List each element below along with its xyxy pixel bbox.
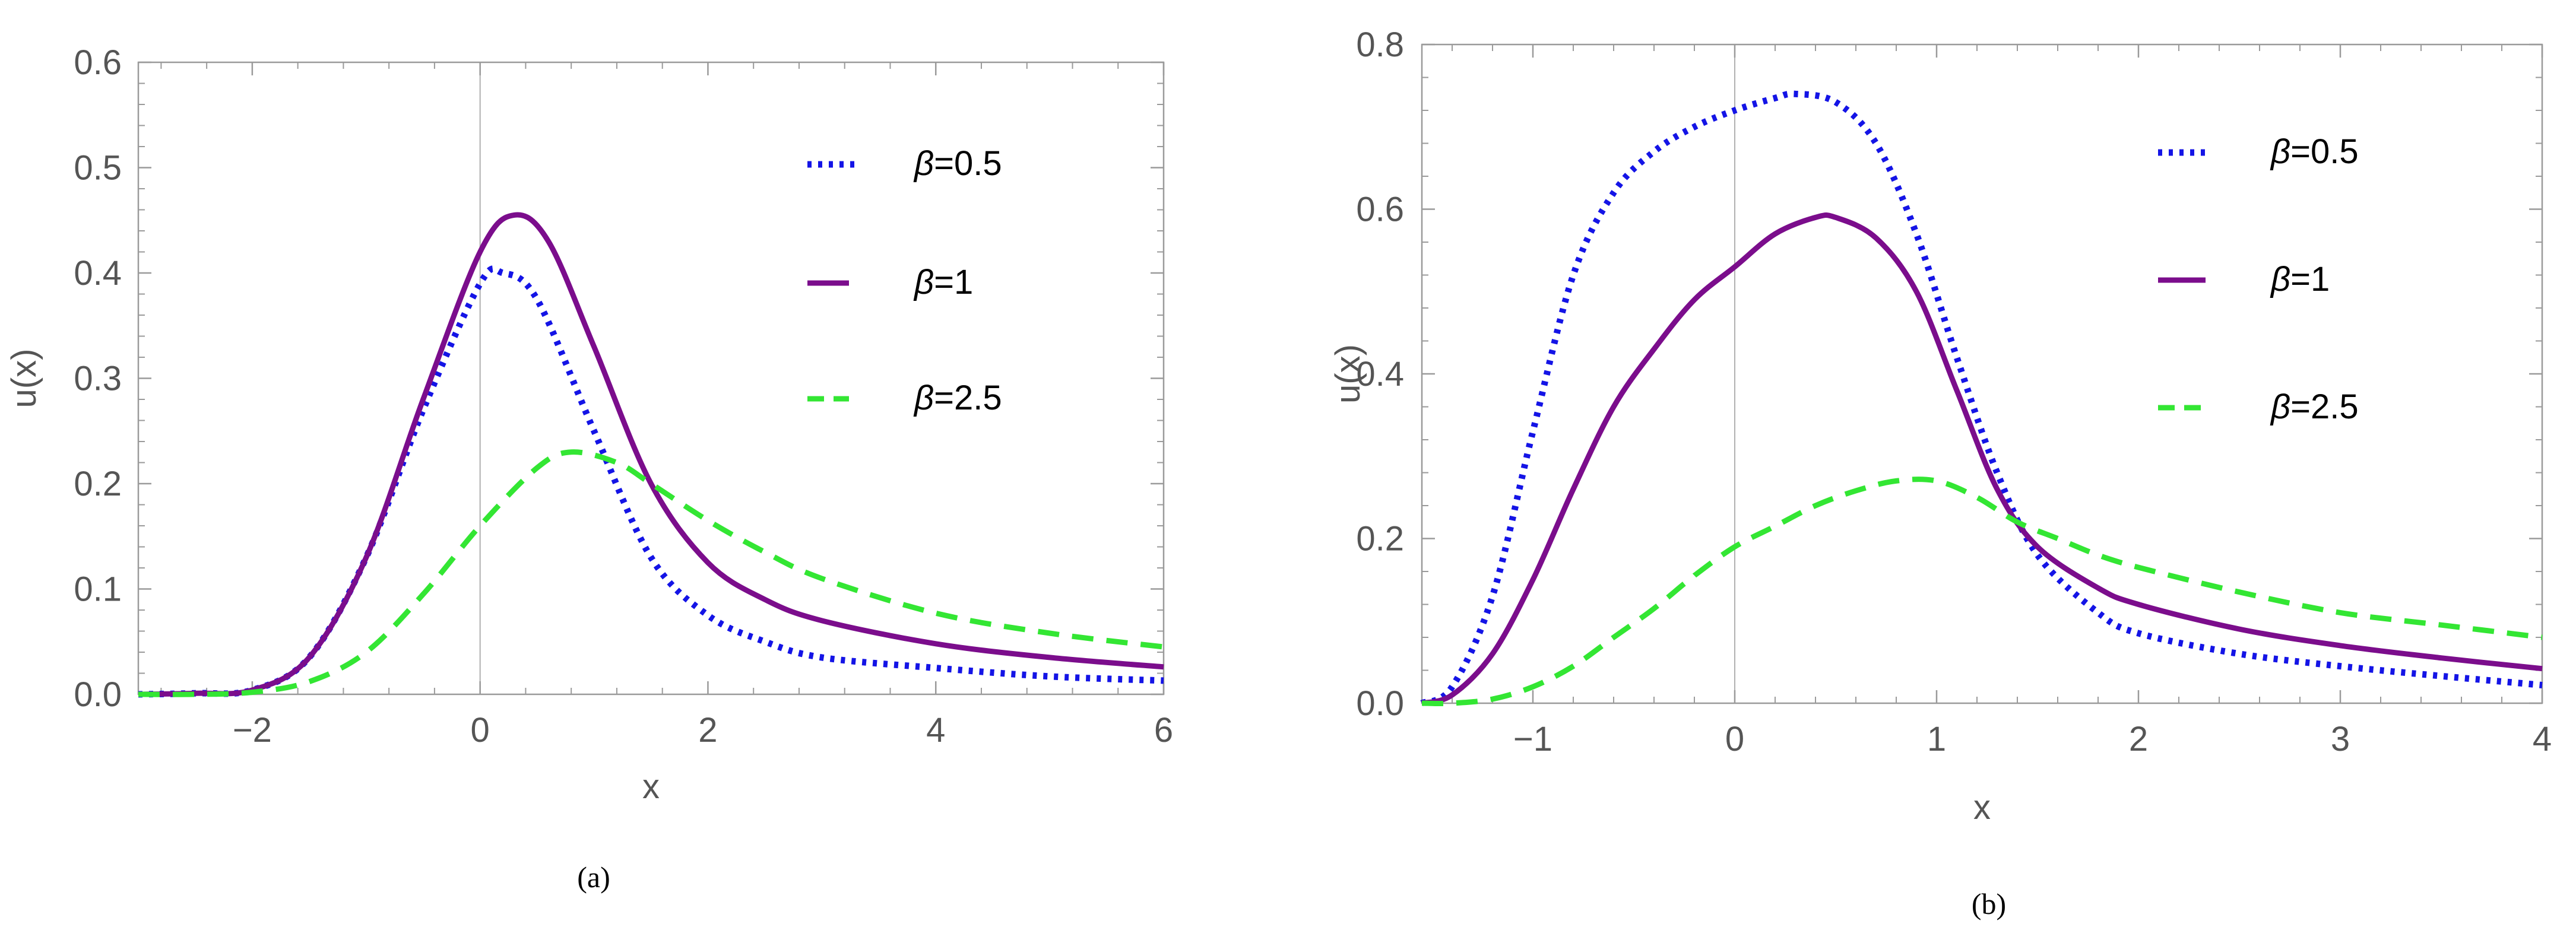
b-legend-symbol-2: β (2270, 388, 2290, 426)
a-series-line-2 (138, 449, 1164, 697)
b-legend-label-1: β=1 (2270, 260, 2330, 298)
a-y-axis-label: u(x) (5, 349, 43, 408)
a-x-tick-label: −2 (233, 711, 272, 750)
b-legend-label-2: β=2.5 (2270, 388, 2359, 426)
a-y-tick-label: 0.6 (74, 43, 122, 82)
b-x-tick-label: 4 (2533, 720, 2552, 758)
panel-a-chart: −2 0 2 4 60.00.10.20.30.40.50.6xu(x)β=0.5β=1… (5, 43, 1173, 806)
a-legend-value-1: =1 (934, 263, 973, 301)
b-x-tick-label: 3 (2331, 720, 2350, 758)
panel-b-chart: −1 0 1 2 3 40.00.20.40.60.8xu(x)β=0.5β=1β=2.5 (1329, 26, 2552, 827)
b-series-line-0 (1420, 90, 2543, 707)
b-y-axis-label: u(x) (1329, 344, 1367, 404)
b-series-line-2 (1421, 477, 2543, 707)
a-legend-value-0: =0.5 (934, 144, 1002, 183)
a-series-line-1 (138, 212, 1164, 697)
b-x-tick-label: 1 (1927, 720, 1946, 758)
a-y-tick-label: 0.2 (74, 465, 122, 503)
b-legend-value-1: =1 (2290, 260, 2330, 298)
b-x-tick-label: −1 (1513, 720, 1552, 758)
a-y-tick-label: 0.0 (74, 675, 122, 714)
b-y-tick-label: 0.4 (1356, 355, 1404, 393)
a-x-axis-label: x (642, 767, 660, 806)
a-plot-frame (137, 61, 1165, 696)
b-legend-value-0: =0.5 (2290, 132, 2359, 171)
a-x-tick-label: 2 (698, 711, 717, 750)
a-legend-label-1: β=1 (913, 263, 973, 301)
b-y-tick-label: 0.0 (1356, 684, 1404, 723)
b-y-tick-label: 0.6 (1356, 190, 1404, 229)
b-legend-value-2: =2.5 (2290, 388, 2359, 426)
b-series-line-1 (1421, 212, 2543, 706)
panel-a-caption: (a) (577, 860, 610, 894)
a-legend-symbol-0: β (913, 144, 934, 183)
a-y-tick-label: 0.4 (74, 254, 122, 293)
a-y-tick-label: 0.3 (74, 360, 122, 398)
a-legend-label-0: β=0.5 (913, 144, 1002, 183)
a-x-tick-label: 0 (471, 711, 490, 750)
a-legend-symbol-1: β (913, 263, 934, 301)
b-x-axis-label: x (1973, 788, 1991, 827)
b-legend-symbol-0: β (2270, 132, 2290, 171)
b-plot-frame (1421, 43, 2543, 704)
b-legend-symbol-1: β (2270, 260, 2290, 298)
b-y-tick-label: 0.2 (1356, 520, 1404, 558)
b-x-tick-label: 2 (2129, 720, 2148, 758)
a-legend-label-2: β=2.5 (913, 379, 1002, 417)
b-legend-label-0: β=0.5 (2270, 132, 2359, 171)
a-y-tick-label: 0.1 (74, 570, 122, 609)
a-x-tick-label: 4 (926, 711, 945, 750)
panel-b-caption: (b) (1972, 887, 2006, 920)
b-x-tick-label: 0 (1725, 720, 1744, 758)
a-legend-value-2: =2.5 (934, 379, 1002, 417)
a-legend-symbol-2: β (913, 379, 934, 417)
b-y-tick-label: 0.8 (1356, 26, 1404, 64)
a-y-tick-label: 0.5 (74, 149, 122, 188)
a-x-tick-label: 6 (1154, 711, 1173, 750)
